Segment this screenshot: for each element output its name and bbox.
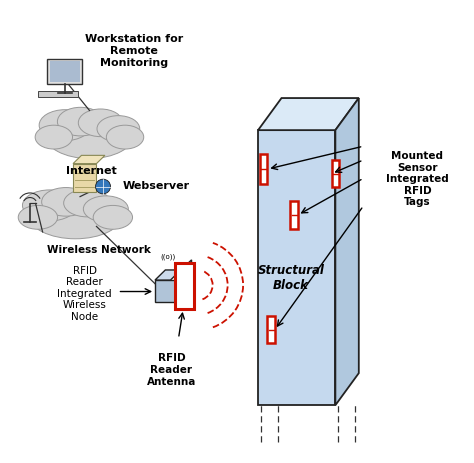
Ellipse shape xyxy=(83,196,128,223)
Polygon shape xyxy=(336,99,359,405)
Polygon shape xyxy=(73,164,97,193)
Polygon shape xyxy=(181,260,191,292)
Polygon shape xyxy=(175,263,194,309)
Polygon shape xyxy=(260,155,267,185)
Polygon shape xyxy=(50,62,80,83)
Ellipse shape xyxy=(97,116,140,143)
Ellipse shape xyxy=(106,126,144,150)
Text: RFID
Reader
Integrated
Wireless
Node: RFID Reader Integrated Wireless Node xyxy=(57,265,112,321)
Polygon shape xyxy=(73,156,105,164)
Ellipse shape xyxy=(57,108,104,137)
Polygon shape xyxy=(258,131,336,405)
Ellipse shape xyxy=(64,190,110,218)
Polygon shape xyxy=(155,281,181,302)
Polygon shape xyxy=(267,316,275,344)
Ellipse shape xyxy=(78,110,123,138)
Text: Internet: Internet xyxy=(66,165,117,175)
Ellipse shape xyxy=(28,192,122,239)
Text: Mounted
Sensor
Integrated
RFID
Tags: Mounted Sensor Integrated RFID Tags xyxy=(386,151,449,207)
Polygon shape xyxy=(291,202,298,229)
Ellipse shape xyxy=(42,188,91,217)
Text: ((o)): ((o)) xyxy=(160,252,175,259)
Text: Workstation for
Remote
Monitoring: Workstation for Remote Monitoring xyxy=(85,34,183,68)
Polygon shape xyxy=(258,99,359,131)
Polygon shape xyxy=(155,270,181,281)
Polygon shape xyxy=(47,60,82,85)
Ellipse shape xyxy=(39,111,91,141)
Text: Structural
Block: Structural Block xyxy=(257,263,324,291)
Ellipse shape xyxy=(22,190,77,221)
Ellipse shape xyxy=(18,206,57,230)
Polygon shape xyxy=(38,92,78,98)
Polygon shape xyxy=(332,161,339,188)
Ellipse shape xyxy=(35,126,73,150)
Text: RFID
Reader
Antenna: RFID Reader Antenna xyxy=(147,353,196,386)
Circle shape xyxy=(96,180,110,194)
Text: Wireless Network: Wireless Network xyxy=(47,244,151,254)
Text: Webserver: Webserver xyxy=(122,181,189,191)
Ellipse shape xyxy=(45,112,134,159)
Ellipse shape xyxy=(93,206,133,230)
